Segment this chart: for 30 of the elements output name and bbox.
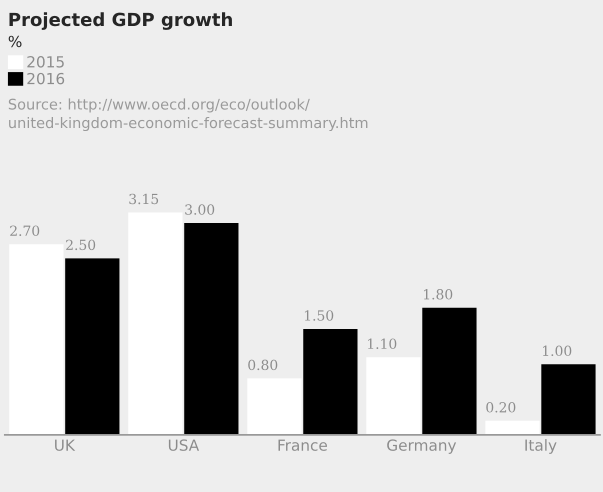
data-label: 1.10 bbox=[368, 338, 396, 349]
data-label: 2.50 bbox=[66, 240, 96, 250]
data-label: 0.80 bbox=[248, 360, 278, 370]
legend-label: 2015 bbox=[27, 56, 64, 68]
chart-title: Projected GDP growth bbox=[10, 12, 232, 30]
data-label: 3.00 bbox=[185, 204, 214, 215]
bar bbox=[128, 212, 183, 435]
bar bbox=[9, 244, 64, 435]
data-label: 3.15 bbox=[129, 194, 158, 204]
bar bbox=[366, 357, 421, 435]
chart-subtitle: % bbox=[8, 36, 22, 48]
data-label: 1.00 bbox=[543, 346, 572, 356]
data-label: 1.50 bbox=[304, 310, 334, 321]
bar bbox=[485, 420, 540, 435]
data-label: 0.20 bbox=[486, 402, 516, 413]
x-tick-label: USA bbox=[168, 439, 200, 451]
x-tick-label: UK bbox=[55, 440, 76, 451]
x-tick-label: Germany bbox=[387, 439, 456, 454]
x-tick-label: Italy bbox=[525, 439, 557, 454]
source-note: Source: http://www.oecd.org/eco/outlook/ united-kingdom-economic-forecast-summary.htm bbox=[8, 98, 368, 132]
bar bbox=[303, 328, 358, 435]
bar bbox=[184, 223, 238, 435]
data-label: 2.70 bbox=[10, 225, 40, 236]
bar bbox=[65, 258, 120, 435]
bar bbox=[247, 378, 302, 435]
bar bbox=[541, 364, 596, 435]
x-tick-label: France bbox=[278, 440, 327, 451]
bar bbox=[422, 308, 477, 435]
legend-label: 2016 bbox=[27, 72, 64, 84]
data-label: 1.80 bbox=[424, 289, 452, 300]
